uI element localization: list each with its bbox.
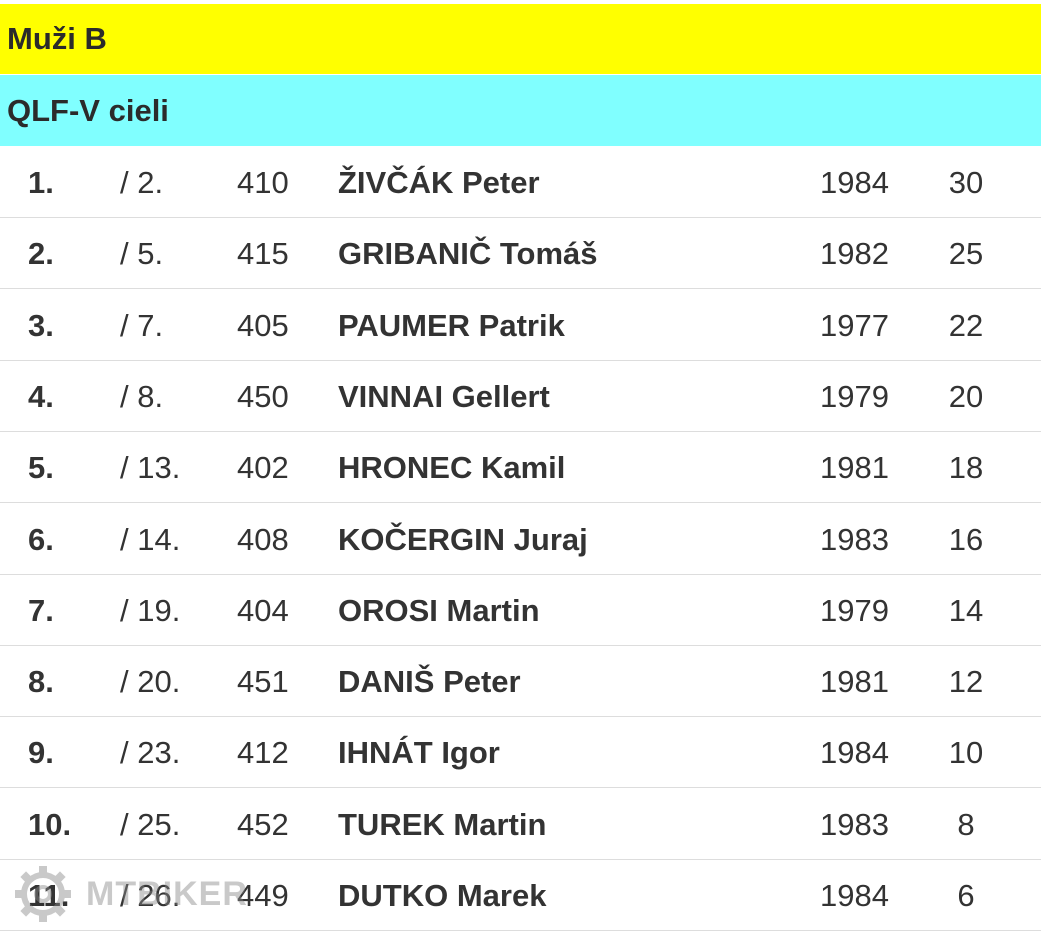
points: 18 <box>948 450 984 486</box>
bib-number: 410 <box>237 165 289 200</box>
table-row: 11. / 26. 449 DUTKO Marek 1984 6 <box>0 860 1041 931</box>
points: 14 <box>948 592 984 628</box>
rank: 11. <box>28 878 70 913</box>
rank: 4. <box>28 378 54 414</box>
rider-name: GRIBANIČ Tomáš <box>338 236 598 272</box>
rider-name: VINNAI Gellert <box>338 378 550 414</box>
overall-rank: / 2. <box>120 165 164 200</box>
table-row: 5. / 13. 402 HRONEC Kamil 1981 18 <box>0 432 1041 504</box>
bib-number: 452 <box>237 806 289 842</box>
birth-year: 1981 <box>820 450 889 486</box>
rank: 10. <box>28 806 72 842</box>
overall-rank: / 20. <box>120 664 181 700</box>
birth-year: 1983 <box>820 521 889 557</box>
rider-name: IHNÁT Igor <box>338 735 500 771</box>
birth-year: 1984 <box>820 878 889 913</box>
bib-number: 408 <box>237 521 289 557</box>
points: 12 <box>948 664 984 700</box>
birth-year: 1979 <box>820 378 889 414</box>
rider-name: KOČERGIN Juraj <box>338 521 588 557</box>
rank: 1. <box>28 165 54 200</box>
birth-year: 1984 <box>820 735 889 771</box>
overall-rank: / 25. <box>120 806 181 842</box>
watermark: MTBIKER <box>14 862 248 926</box>
watermark-logo <box>15 866 71 922</box>
points: 20 <box>948 378 984 414</box>
bib-number: 450 <box>237 378 289 414</box>
section-header: QLF-V cieli <box>0 75 1041 146</box>
overall-rank: / 14. <box>120 521 181 557</box>
table-row: 9. / 23. 412 IHNÁT Igor 1984 10 <box>0 717 1041 789</box>
birth-year: 1979 <box>820 592 889 628</box>
overall-rank: / 5. <box>120 236 164 272</box>
bib-number: 402 <box>237 450 289 486</box>
table-row: 4. / 8. 450 VINNAI Gellert 1979 20 <box>0 361 1041 432</box>
overall-rank: / 8. <box>120 378 164 414</box>
birth-year: 1984 <box>820 165 889 200</box>
table-row: 3. / 7. 405 PAUMER Patrik 1977 22 <box>0 290 1041 361</box>
points: 30 <box>948 165 984 200</box>
birth-year: 1982 <box>820 236 889 272</box>
table-row: 6. / 14. 408 KOČERGIN Juraj 1983 16 <box>0 504 1041 575</box>
rider-name: PAUMER Patrik <box>338 307 565 343</box>
rider-name: HRONEC Kamil <box>338 450 566 486</box>
bib-number: 449 <box>237 878 289 913</box>
overall-rank: / 26. <box>120 878 181 913</box>
birth-year: 1977 <box>820 307 889 343</box>
table-row: 10. / 25. 452 TUREK Martin 1983 8 <box>0 789 1041 860</box>
rank: 8. <box>28 664 54 700</box>
points: 22 <box>948 307 984 343</box>
birth-year: 1981 <box>820 664 889 700</box>
points: 16 <box>948 521 984 557</box>
points: 8 <box>957 806 975 842</box>
rank: 2. <box>28 236 54 272</box>
group-header: Muži B <box>0 4 1041 74</box>
points: 10 <box>948 735 984 771</box>
points: 25 <box>948 236 984 272</box>
bib-number: 405 <box>237 307 289 343</box>
overall-rank: / 23. <box>120 735 181 771</box>
table-row: 7. / 19. 404 OROSI Martin 1979 14 <box>0 575 1041 646</box>
table-row: 2. / 5. 415 GRIBANIČ Tomáš 1982 25 <box>0 218 1041 290</box>
rank: 3. <box>28 307 54 343</box>
table-row: 8. / 20. 451 DANIŠ Peter 1981 12 <box>0 646 1041 718</box>
rider-name: OROSI Martin <box>338 592 540 628</box>
bib-number: 404 <box>237 592 289 628</box>
birth-year: 1983 <box>820 806 889 842</box>
bib-number: 415 <box>237 236 289 272</box>
rank: 9. <box>28 735 54 771</box>
rider-name: DUTKO Marek <box>338 878 547 913</box>
rank: 5. <box>28 450 54 486</box>
overall-rank: / 13. <box>120 450 181 486</box>
bib-number: 451 <box>237 664 289 700</box>
watermark-text: MTBIKER <box>86 874 248 913</box>
points: 6 <box>957 878 975 913</box>
table-row: 1. / 2. 410 ŽIVČÁK Peter 1984 30 <box>0 147 1041 218</box>
overall-rank: / 7. <box>120 307 164 343</box>
rank: 6. <box>28 521 54 557</box>
overall-rank: / 19. <box>120 592 181 628</box>
bib-number: 412 <box>237 735 289 771</box>
rank: 7. <box>28 592 54 628</box>
rider-name: DANIŠ Peter <box>338 664 521 700</box>
rider-name: TUREK Martin <box>338 806 547 842</box>
rider-name: ŽIVČÁK Peter <box>338 165 540 200</box>
